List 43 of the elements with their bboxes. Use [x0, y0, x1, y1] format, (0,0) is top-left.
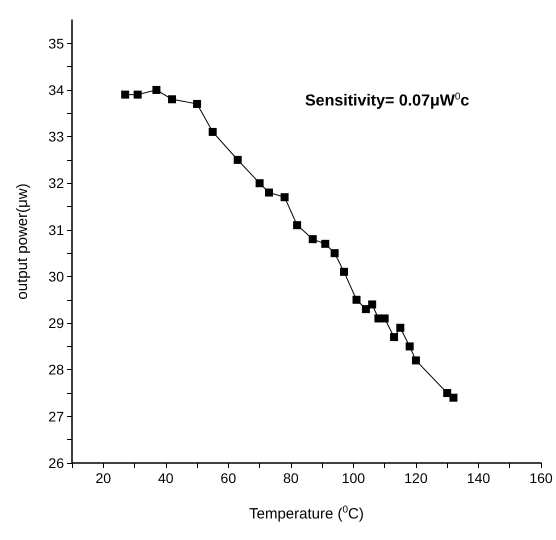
x-tick-label: 40	[158, 470, 174, 486]
y-tick-label: 30	[48, 268, 64, 284]
point	[406, 342, 414, 350]
y-tick-label: 32	[48, 175, 64, 192]
x-tick-label: 80	[283, 470, 299, 486]
y-tick-label: 31	[48, 222, 64, 238]
y-tick-label: 29	[48, 315, 64, 332]
point	[396, 324, 404, 332]
x-tick-label: 140	[466, 470, 490, 486]
point	[321, 240, 330, 248]
point	[264, 188, 273, 197]
point	[234, 156, 242, 164]
point	[152, 86, 160, 94]
point	[121, 90, 130, 99]
point	[380, 314, 389, 322]
x-tick-label: 100	[342, 470, 366, 486]
x-tick-label: 120	[404, 470, 428, 486]
y-tick-label: 35	[48, 35, 64, 52]
point	[293, 221, 302, 230]
point	[352, 296, 361, 304]
point	[340, 268, 348, 276]
y-tick-label: 27	[48, 408, 64, 424]
x-tick-label: 60	[220, 470, 236, 486]
y-tick-label: 28	[48, 362, 64, 378]
y-tick-label: 33	[48, 128, 64, 145]
point	[449, 394, 458, 402]
point	[280, 193, 289, 202]
point	[330, 249, 339, 258]
y-tick-label: 26	[48, 455, 64, 471]
point	[390, 333, 398, 342]
point	[193, 100, 202, 108]
y-axis-title: output power(μw)	[14, 183, 31, 300]
point	[443, 389, 452, 398]
point	[308, 235, 317, 244]
y-tick-label: 34	[48, 82, 64, 98]
x-tick-label: 20	[95, 470, 112, 486]
point	[134, 90, 142, 99]
point	[208, 128, 217, 136]
point	[412, 356, 420, 364]
point	[168, 95, 176, 104]
point	[368, 300, 376, 308]
point	[256, 179, 264, 188]
x-tick-label: 160	[529, 470, 553, 486]
